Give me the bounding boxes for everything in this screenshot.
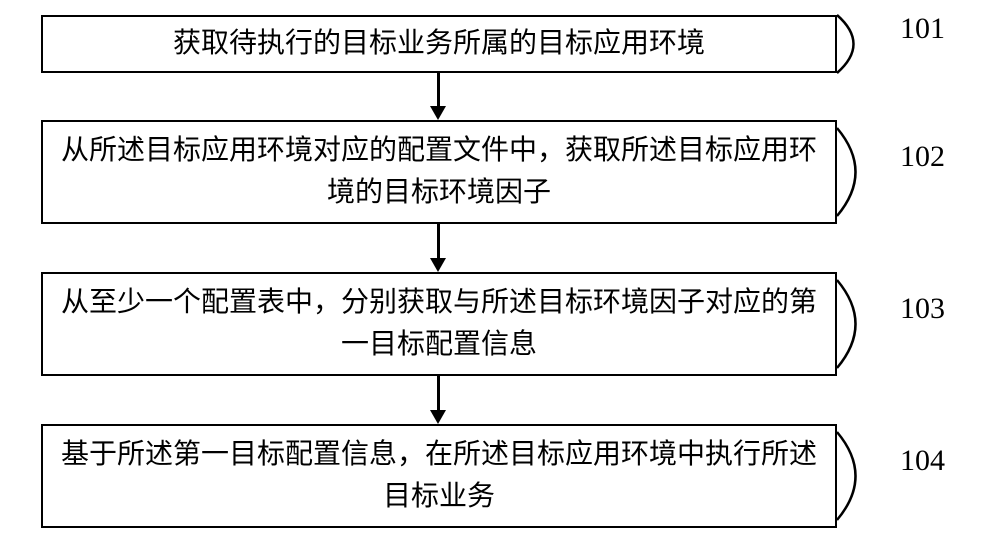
step-label-2: 102 [900,140,945,174]
step-box-2: 从所述目标应用环境对应的配置文件中，获取所述目标应用环境的目标环境因子 [41,120,837,224]
step-text-2: 从所述目标应用环境对应的配置文件中，获取所述目标应用环境的目标环境因子 [59,130,819,214]
flowchart-canvas: 获取待执行的目标业务所属的目标应用环境 101 从所述目标应用环境对应的配置文件… [0,0,1000,552]
step-label-4: 104 [900,444,945,478]
step-box-4: 基于所述第一目标配置信息，在所述目标应用环境中执行所述目标业务 [41,424,837,528]
step-text-1: 获取待执行的目标业务所属的目标应用环境 [173,23,705,65]
step-text-3: 从至少一个配置表中，分别获取与所述目标环境因子对应的第一目标配置信息 [59,282,819,366]
step-box-1: 获取待执行的目标业务所属的目标应用环境 [41,15,837,73]
step-label-3: 103 [900,292,945,326]
step-box-3: 从至少一个配置表中，分别获取与所述目标环境因子对应的第一目标配置信息 [41,272,837,376]
step-text-4: 基于所述第一目标配置信息，在所述目标应用环境中执行所述目标业务 [59,434,819,518]
step-label-1: 101 [900,12,945,46]
